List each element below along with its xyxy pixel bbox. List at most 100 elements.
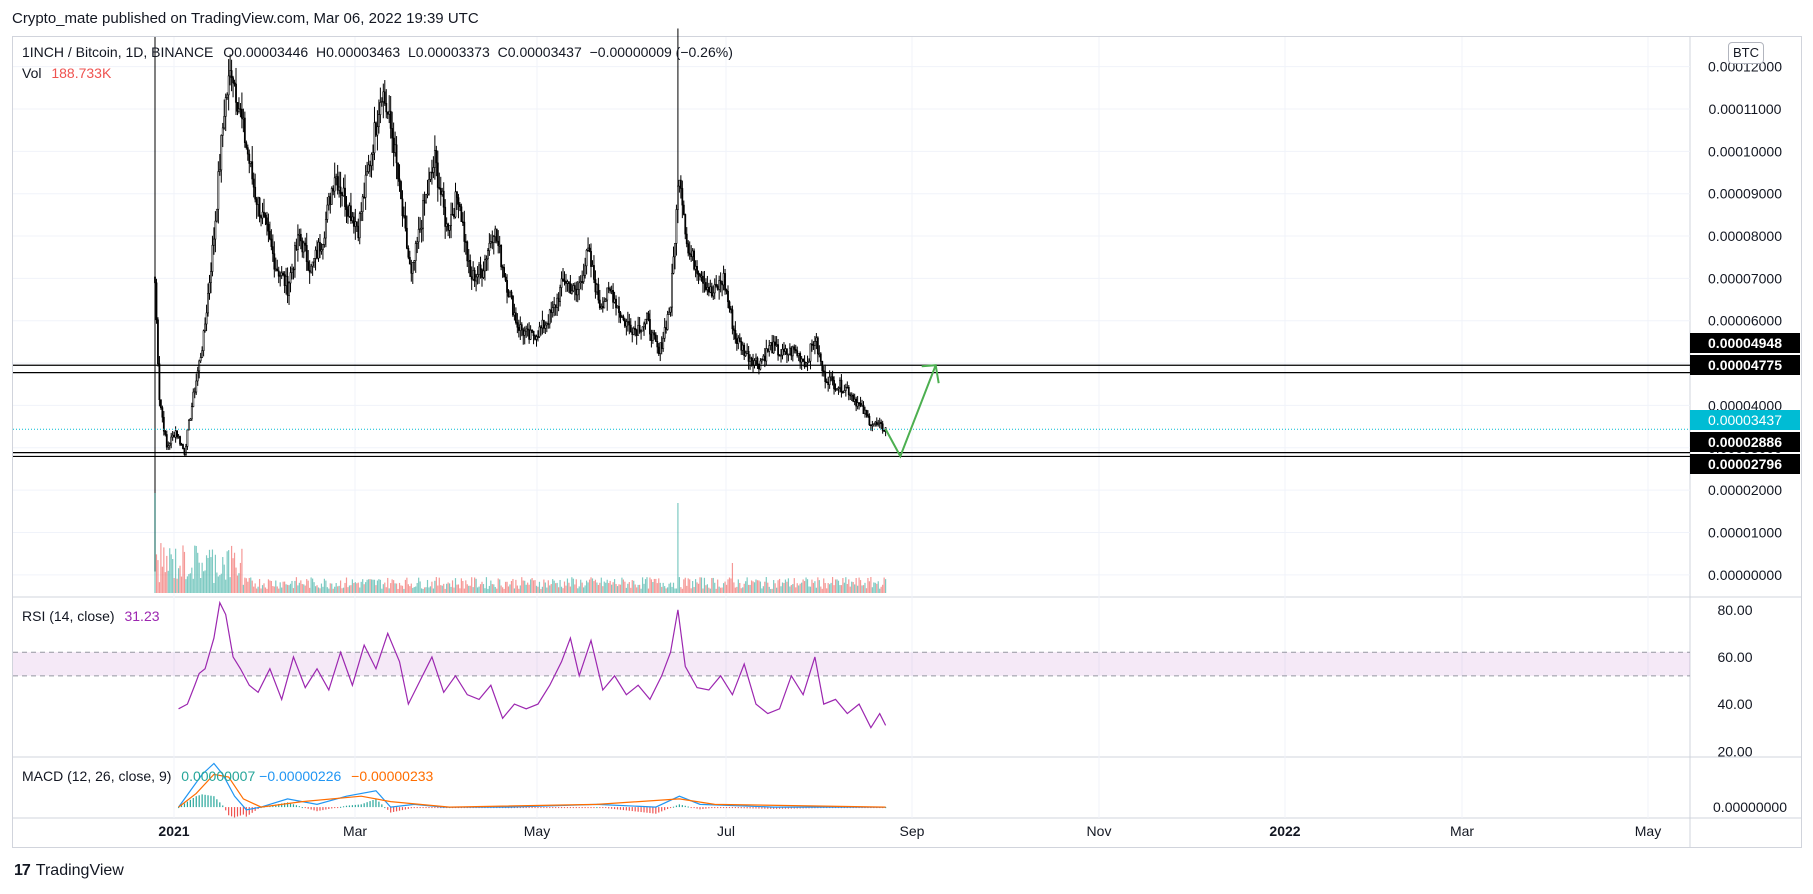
candle-up (872, 423, 875, 426)
volume-bar (370, 579, 373, 593)
currency-badge[interactable]: BTC (1728, 42, 1764, 64)
candle-up (476, 274, 479, 278)
macd-hist-bar (631, 807, 633, 812)
candle-down (435, 149, 438, 164)
rsi-tick-label: 60.00 (1717, 649, 1752, 665)
candle-down (410, 263, 413, 274)
volume-bar (179, 565, 181, 593)
candle-down (457, 197, 460, 205)
volume-bar (534, 580, 536, 593)
macd-hist-bar (407, 807, 409, 809)
candle-down (503, 267, 506, 278)
candle-down (565, 281, 567, 284)
candle-down (710, 286, 713, 297)
macd-hist-bar (210, 795, 212, 808)
macd-hist-bar (790, 807, 792, 809)
volume-bar (556, 582, 558, 593)
volume-bar (279, 582, 281, 593)
candle-down (182, 444, 184, 449)
candle-down (812, 344, 815, 346)
candle-up (722, 273, 725, 286)
volume-bar (699, 577, 701, 593)
candle-up (428, 179, 430, 195)
rsi-legend: RSI (14, close) 31.23 (22, 608, 160, 624)
volume-bar (347, 587, 349, 593)
volume-bar (407, 584, 409, 593)
candle-down (638, 325, 641, 333)
volume-bar (391, 579, 393, 593)
volume-bar (270, 581, 272, 593)
candle-down (473, 270, 476, 282)
candle-down (283, 274, 286, 286)
macd-hist-bar (608, 807, 610, 809)
candle-up (529, 329, 532, 340)
candle-down (464, 241, 467, 243)
macd-hist-bar (705, 807, 707, 809)
volume-bar (731, 563, 734, 593)
candle-down (862, 404, 865, 415)
chart-frame[interactable] (12, 36, 1802, 848)
candle-down (682, 204, 685, 215)
volume-bar (284, 581, 286, 593)
candle-up (207, 293, 209, 314)
candle-up (772, 341, 775, 354)
candle-down (824, 371, 827, 382)
volume-bar (612, 582, 614, 593)
candle-up (419, 228, 422, 231)
x-tick-label: 2022 (1269, 823, 1300, 839)
footer-brand[interactable]: 17 TradingView (14, 862, 124, 880)
rsi-label[interactable]: RSI (14, close) (22, 608, 115, 624)
volume-bar (236, 575, 239, 593)
volume-bar (177, 568, 180, 593)
macd-hist-bar (378, 801, 380, 808)
macd-label[interactable]: MACD (12, 26, close, 9) (22, 768, 172, 784)
volume-bar (232, 558, 234, 593)
volume-bar (742, 587, 744, 593)
macd-hist-bar (761, 807, 763, 809)
legend-symbol[interactable]: 1INCH / Bitcoin, 1D, BINANCE (22, 44, 214, 60)
candle-up (189, 418, 192, 421)
candle-up (576, 289, 579, 296)
volume-bar (727, 579, 729, 593)
volume-bar (781, 582, 784, 593)
volume-bar (700, 577, 703, 593)
candle-up (809, 343, 812, 362)
volume-bar (435, 577, 437, 593)
candle-down (162, 416, 165, 432)
volume-bar (219, 575, 221, 593)
macd-legend: MACD (12, 26, close, 9) 0.00000007 −0.00… (22, 768, 433, 784)
macd-hist-bar (672, 806, 675, 808)
candle-down (408, 256, 411, 265)
x-tick-label: Jul (717, 823, 735, 839)
candle-down (516, 322, 519, 328)
macd-hist-bar (334, 807, 336, 809)
candle-up (556, 297, 559, 308)
macd-hist-bar (534, 807, 536, 809)
volume-bar (482, 584, 485, 593)
candle-up (691, 250, 694, 257)
volume-bar (205, 555, 208, 593)
candle-down (230, 70, 233, 79)
volume-bar (446, 583, 448, 593)
y-tick-label: 0.00010000 (1708, 143, 1782, 159)
volume-bar (454, 578, 457, 593)
volume-bar (602, 586, 604, 593)
volume-bar (166, 555, 168, 593)
candle-up (202, 330, 205, 351)
volume-bar (211, 549, 214, 593)
candle-down (790, 347, 793, 357)
volume-bar (457, 584, 460, 593)
candle-down (438, 187, 441, 189)
candle-down (725, 289, 728, 292)
macd-hist-bar (616, 807, 619, 810)
volume-bar (671, 586, 673, 593)
candle-up (366, 171, 369, 176)
volume-bar (780, 586, 782, 593)
candle-up (217, 171, 220, 210)
volume-bar (820, 586, 822, 593)
volume-bar (398, 582, 401, 593)
volume-bar (552, 579, 554, 593)
volume-label[interactable]: Vol (22, 65, 42, 81)
candle-up (644, 318, 647, 325)
